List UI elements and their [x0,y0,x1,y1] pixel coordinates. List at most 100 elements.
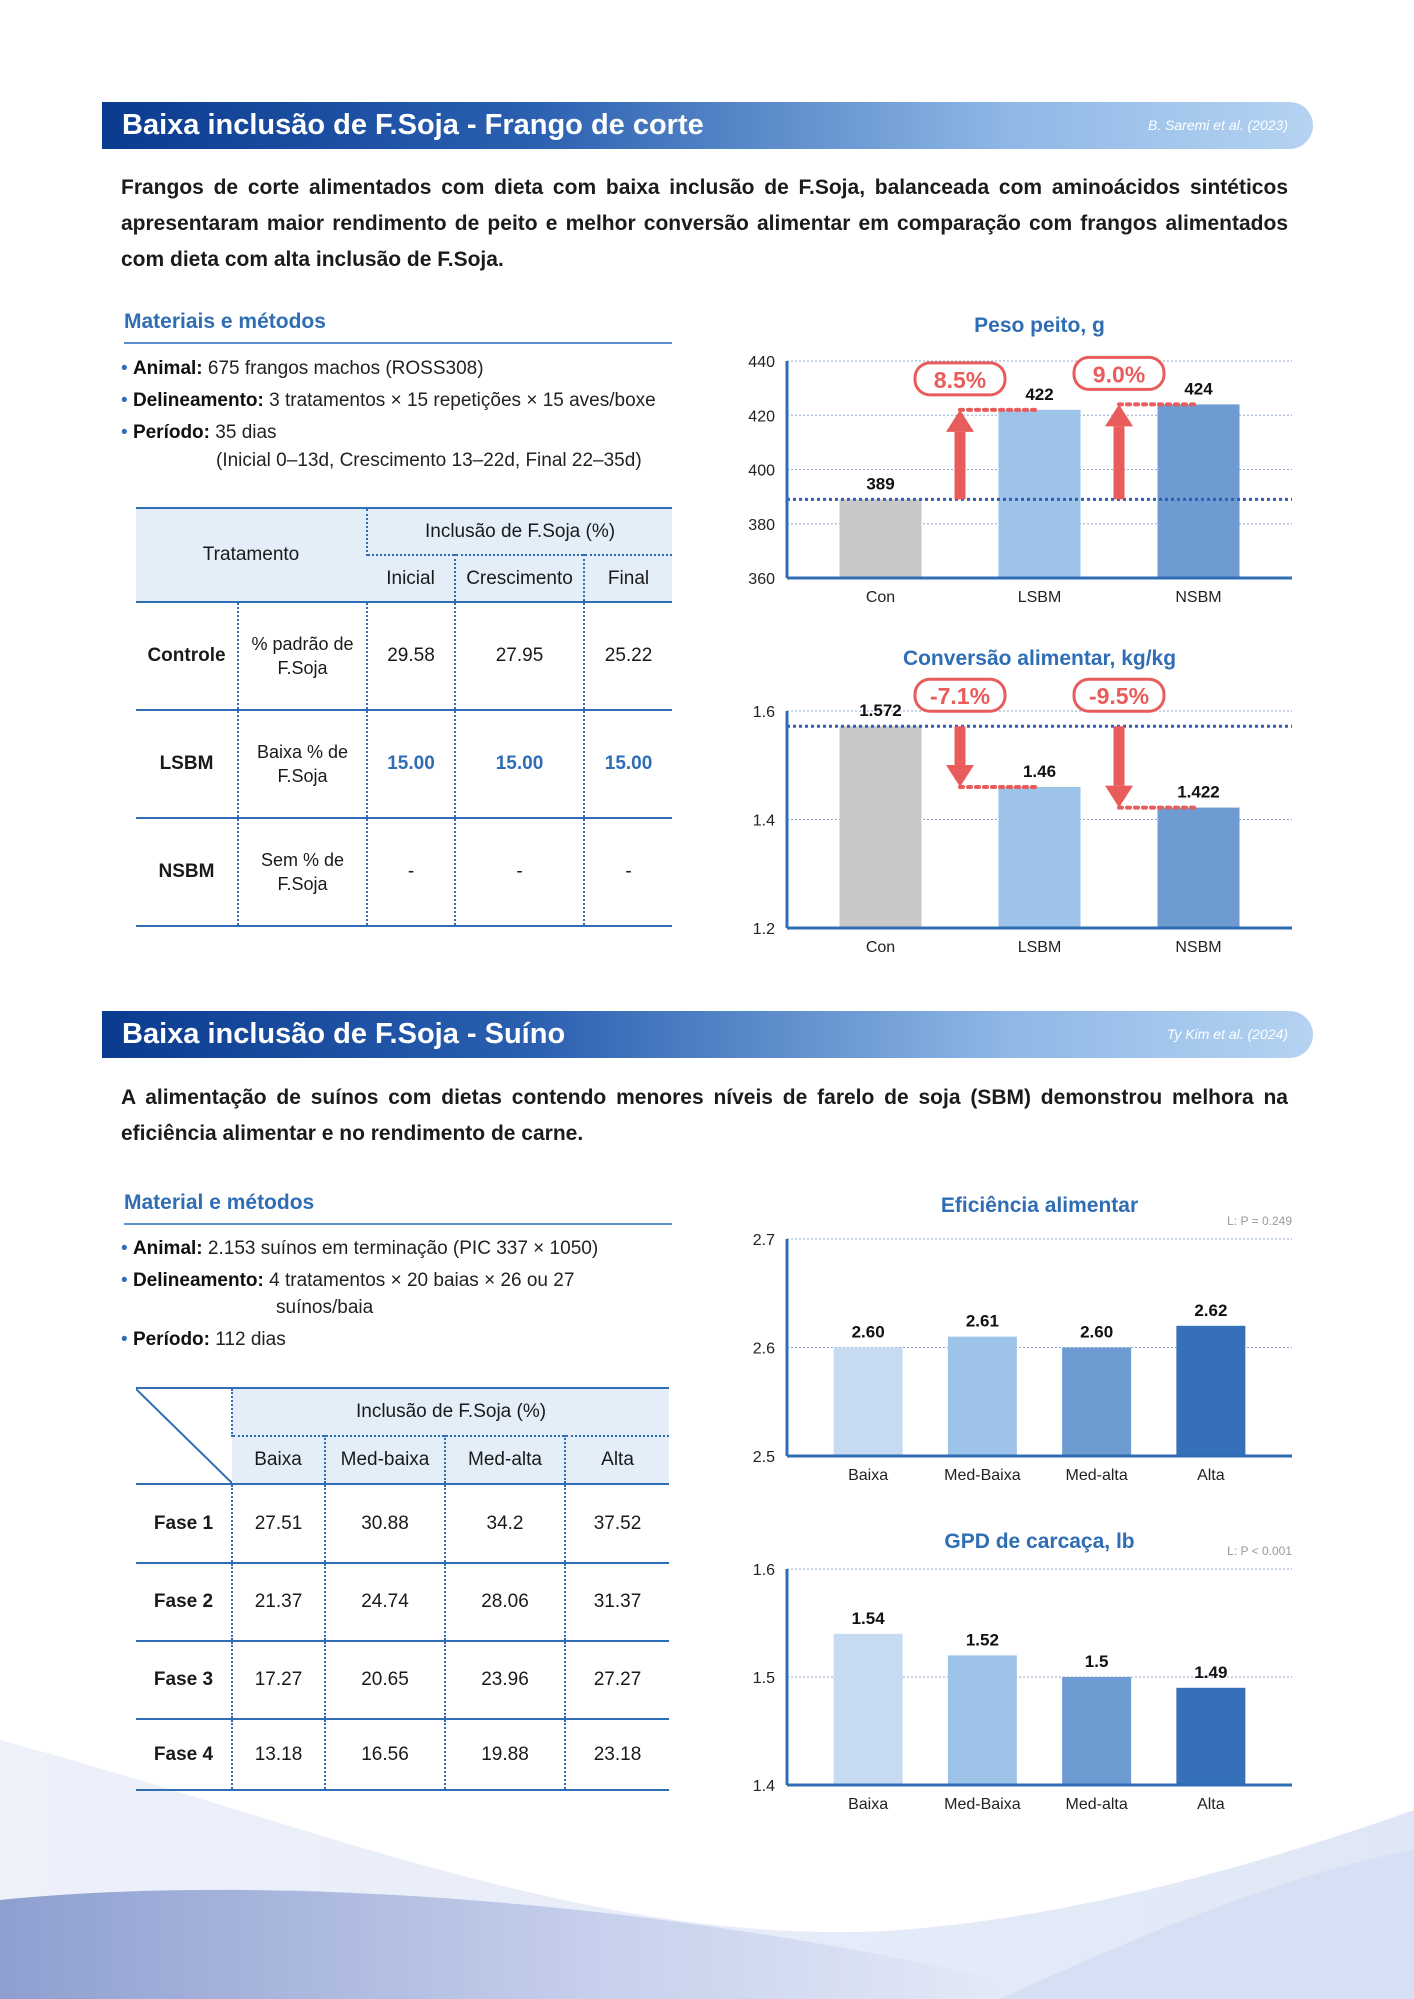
x-tick-label: Med-alta [1066,1796,1128,1813]
chart-title: GPD de carcaça, lb [944,1530,1134,1553]
x-tick-label: Alta [1197,1467,1225,1484]
y-tick-label: 420 [748,408,775,425]
arrow-down-icon [946,764,974,787]
y-tick-label: 400 [748,463,775,480]
arrow-down-icon [1105,785,1133,808]
value-label: 1.5 [1085,1652,1109,1671]
bullet-delineamento: • Delineamento: 3 tratamentos × 15 repet… [121,390,656,411]
arrow-up-icon [1105,404,1133,427]
chart-title: Conversão alimentar, kg/kg [903,647,1176,670]
value-label: 2.61 [966,1312,999,1331]
value-label: 1.46 [1023,762,1056,781]
summary-text: Frangos de corte alimentados com dieta c… [121,176,1288,271]
y-tick-label: 1.6 [753,704,775,721]
arrow-up-icon [946,409,974,432]
bar-lsbm [998,786,1081,928]
header-col: Baixa [232,1436,325,1484]
section-header-suino: Baixa inclusão de F.Soja - Suíno Ty Kim … [102,1011,1313,1058]
header-col: Med-alta [444,1436,565,1484]
y-tick-label: 1.2 [753,921,775,938]
table-row: Controle% padrão de F.Soja 29.58 27.95 25.2… [136,602,673,710]
diagonal-line [136,1389,232,1483]
y-tick-label: 2.7 [753,1232,775,1249]
y-tick-label: 1.5 [753,1670,775,1687]
table-row: Fase 2 21.37 24.74 28.06 31.37 [136,1563,670,1641]
value-label: 424 [1184,379,1213,398]
chart-title: Peso peito, g [974,314,1105,337]
header-col: Med-baixa [324,1436,445,1484]
bullet-periodo: • Período: 35 dias [121,422,277,443]
bullet-animal: • Animal: 675 frangos machos (ROSS308) [121,358,484,379]
table-row: NSBM Sem % de F.Soja - - - [136,818,673,926]
methods-title: Materiais e métodos [124,310,672,344]
x-tick-label: LSBM [1018,589,1062,606]
header-tratamento: Tratamento [136,508,368,603]
bar-con [839,499,922,578]
change-percent: -9.5% [1089,683,1149,709]
p-value-note: L: P < 0.001 [1227,1544,1292,1558]
header-crescimento: Crescimento [454,555,585,602]
reference: B. Saremi et al. (2023) [1147,117,1288,133]
p-value-note: L: P = 0.249 [1227,1214,1292,1228]
header-inicial: Inicial [367,555,456,602]
change-badge [913,361,1007,397]
value-label: 1.49 [1194,1663,1227,1682]
bar-con [839,726,922,928]
x-tick-label: Med-Baixa [944,1796,1021,1813]
x-tick-label: Con [866,939,895,956]
value-label: 389 [866,474,894,493]
value-label: 2.60 [1080,1323,1113,1342]
bar-baixa [833,1347,903,1456]
bar-nsbm [1157,807,1240,928]
change-badge [913,677,1007,713]
x-tick-label: Med-Baixa [944,1467,1021,1484]
bar-med-alta [1062,1677,1132,1785]
y-tick-label: 360 [748,571,775,588]
bar-med-baixa [947,1655,1017,1785]
reference: Ty Kim et al. (2024) [1166,1026,1288,1042]
decorative-waves [0,1740,1414,1999]
y-tick-label: 380 [748,517,775,534]
change-percent: -7.1% [930,683,990,709]
value-label: 2.60 [852,1323,885,1342]
y-tick-label: 440 [748,354,775,371]
section-title: Baixa inclusão de F.Soja - Suíno [122,1018,566,1050]
value-label: 422 [1025,385,1053,404]
section-title: Baixa inclusão de F.Soja - Frango de cor… [122,109,704,141]
table-row: Fase 3 17.27 20.65 23.96 27.27 [136,1641,670,1719]
bullet-animal: • Animal: 2.153 suínos em terminação (PI… [121,1238,599,1259]
summary-text: A alimentação de suínos com dietas conte… [121,1086,1288,1145]
value-label: 1.54 [852,1609,886,1628]
chart-title: Eficiência alimentar [941,1194,1138,1217]
header-inclusao: Inclusão de F.Soja (%) [366,508,673,555]
x-tick-label: Alta [1197,1796,1225,1813]
value-label: 1.52 [966,1630,999,1649]
y-tick-label: 2.6 [753,1341,775,1358]
value-label: 1.422 [1177,783,1220,802]
y-tick-label: 1.6 [753,1562,775,1579]
bullet-periodo-detail: (Inicial 0–13d, Crescimento 13–22d, Fina… [216,450,642,471]
x-tick-label: Con [866,589,895,606]
y-tick-label: 2.5 [753,1449,775,1466]
bar-med-baixa [947,1336,1017,1456]
x-tick-label: Baixa [848,1467,888,1484]
corner-cell [136,1388,232,1485]
treatment-table: Tratamento Inclusão de F.Soja (%) Inicial… [136,507,673,927]
header-final: Final [583,555,673,602]
x-tick-label: Baixa [848,1796,888,1813]
change-percent: 8.5% [934,367,986,393]
bar-alta [1176,1325,1246,1456]
section-header-frango: Baixa inclusão de F.Soja - Frango de cor… [102,102,1313,149]
bar-alta [1176,1687,1246,1785]
bar-baixa [833,1633,903,1785]
bar-nsbm [1157,404,1240,578]
y-tick-label: 1.4 [753,813,775,830]
phase-table: Inclusão de F.Soja (%) Baixa Med-baixa Med… [136,1387,670,1791]
x-tick-label: Med-alta [1066,1467,1128,1484]
header-col: Alta [563,1436,670,1484]
bullet-delineamento: • Delineamento: 4 tratamentos × 20 baias… [121,1270,575,1291]
table-row: LSBM Baixa % de F.Soja 15.00 15.00 15.00 [136,710,673,818]
x-tick-label: NSBM [1175,939,1221,956]
bar-lsbm [998,409,1081,578]
